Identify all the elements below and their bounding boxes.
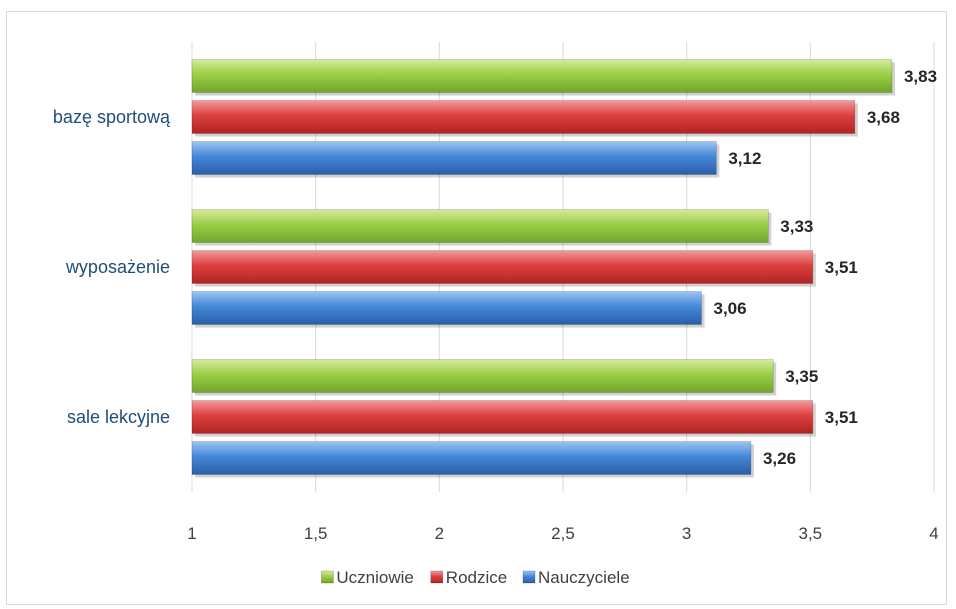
x-tick-label-3: 2,5 xyxy=(551,524,575,543)
x-tick-label-6: 4 xyxy=(929,524,938,543)
legend-swatch-uczniowie xyxy=(321,570,334,584)
bar-chart: 3,833,683,123,333,513,063,353,513,26 baz… xyxy=(53,42,939,587)
chart-frame: 3,83 3,68 3,12 3,33 3,51 3,06 3,35 3,51 3,26 baz… xyxy=(6,11,947,605)
category-label-wyposazenie: wyposażenie xyxy=(65,257,170,277)
data-label-rodzice-sale-lekcyjne: 3,51 xyxy=(825,408,858,427)
bars xyxy=(191,59,895,478)
bar-nauczyciele-baze-sportowa xyxy=(191,141,717,175)
x-tick-label-2: 2 xyxy=(435,524,444,543)
data-labels: 3,83 3,68 3,12 3,33 3,51 3,06 3,35 3,51 3,26 xyxy=(714,67,938,468)
legend-label-nauczyciele: Nauczyciele xyxy=(538,568,630,587)
x-tick-label-4: 3 xyxy=(682,524,691,543)
category-labels: bazę sportową wyposażenie sale lekcyjne xyxy=(53,107,171,427)
legend-swatch-rodzice xyxy=(430,570,444,584)
bar-rodzice-wyposazenie xyxy=(191,250,814,284)
data-label-uczniowie-wyposazenie: 3,33 xyxy=(780,217,813,236)
legend-swatch-nauczyciele xyxy=(522,570,536,584)
bar-nauczyciele-wyposazenie xyxy=(191,291,702,325)
data-label-nauczyciele-baze-sportowa: 3,12 xyxy=(728,149,761,168)
bar-rodzice-baze-sportowa xyxy=(191,100,856,134)
bar-uczniowie-baze-sportowa xyxy=(191,59,893,93)
category-label-sale-lekcyjne: sale lekcyjne xyxy=(67,407,170,427)
data-label-uczniowie-baze-sportowa: 3,83 xyxy=(904,67,937,86)
data-label-nauczyciele-wyposazenie: 3,06 xyxy=(714,299,747,318)
bar-uczniowie-wyposazenie xyxy=(191,209,769,243)
data-label-uczniowie-sale-lekcyjne: 3,35 xyxy=(785,367,818,386)
data-label-nauczyciele-sale-lekcyjne: 3,26 xyxy=(763,449,796,468)
x-tick-label-1: 1,5 xyxy=(304,524,328,543)
bar-nauczyciele-sale-lekcyjne xyxy=(191,441,752,475)
bar-rodzice-sale-lekcyjne xyxy=(191,400,814,434)
data-label-rodzice-wyposazenie: 3,51 xyxy=(825,258,858,277)
bar-uczniowie-sale-lekcyjne xyxy=(191,359,774,393)
legend: Uczniowie Rodzice Nauczyciele xyxy=(321,568,630,587)
x-tick-label-0: 1 xyxy=(187,524,196,543)
legend-label-uczniowie: Uczniowie xyxy=(336,568,413,587)
category-label-baze-sportowa: bazę sportową xyxy=(53,107,171,127)
x-tick-label-5: 3,5 xyxy=(799,524,823,543)
legend-label-rodzice: Rodzice xyxy=(446,568,507,587)
data-label-rodzice-baze-sportowa: 3,68 xyxy=(867,108,900,127)
x-axis-tick-labels: 1 1,5 2 2,5 3 3,5 4 xyxy=(187,524,938,543)
